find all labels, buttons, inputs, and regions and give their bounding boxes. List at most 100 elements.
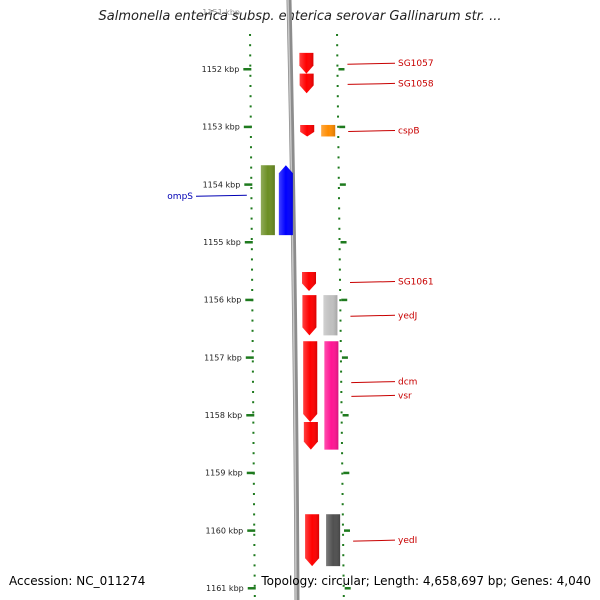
left-rail-dot xyxy=(250,238,253,240)
left-rail-dot xyxy=(249,115,252,118)
left-rail-dot xyxy=(249,136,252,138)
gene-label[interactable]: cspB xyxy=(398,126,420,136)
gene-feature[interactable] xyxy=(302,295,317,336)
left-rail-dot xyxy=(250,156,253,159)
gene-feature[interactable] xyxy=(321,124,336,137)
gene-arrow-shade xyxy=(326,514,341,567)
left-rail-dot xyxy=(252,442,255,444)
right-rail-dot xyxy=(337,115,340,118)
gene-feature[interactable] xyxy=(305,514,320,567)
gene-feature[interactable] xyxy=(303,421,318,450)
left-rail-dot xyxy=(253,503,256,506)
left-rail-dot xyxy=(253,523,256,526)
left-rail-dot xyxy=(251,329,254,332)
gene-feature[interactable] xyxy=(278,165,293,236)
gene-label[interactable]: yedI xyxy=(398,536,417,546)
left-rail-dot xyxy=(252,482,255,485)
major-tick xyxy=(338,68,345,71)
right-rail-dot xyxy=(336,54,339,57)
right-rail-dot xyxy=(339,319,342,322)
gene-label[interactable]: ompS xyxy=(167,192,193,202)
major-tick xyxy=(245,298,254,302)
left-rail-dot xyxy=(251,350,254,353)
gene-label-leader xyxy=(195,194,247,197)
right-rail-dot xyxy=(339,289,342,291)
right-rail-dot xyxy=(340,442,343,444)
scale-tick-label: 1155 kbp xyxy=(203,238,241,247)
gene-feature[interactable] xyxy=(299,52,314,74)
gene-feature[interactable] xyxy=(303,341,318,422)
gene-feature[interactable] xyxy=(302,271,317,292)
right-rail-dot xyxy=(342,554,345,557)
major-tick xyxy=(339,125,346,129)
gene-label-layer: SG1057 SG1058 cspB ompS SG1061 yedJ dcm vsr yedI xyxy=(167,59,434,546)
left-rail-dot xyxy=(250,197,253,200)
gene-arrow-shade xyxy=(300,124,315,137)
right-rail-dot xyxy=(341,482,344,485)
left-rail-dot xyxy=(253,554,256,557)
major-tick xyxy=(243,68,252,71)
major-tick xyxy=(246,414,255,417)
backbone-highlight xyxy=(287,0,297,600)
right-rail-dot xyxy=(340,380,343,383)
gene-label-leader xyxy=(350,314,396,317)
scale-tick-label: 1157 kbp xyxy=(204,353,242,362)
scale-tick-label: 1154 kbp xyxy=(203,180,241,189)
gene-label[interactable]: vsr xyxy=(398,391,412,401)
right-rail-dot xyxy=(339,350,342,353)
right-rail-dot xyxy=(338,278,341,281)
left-rail-dot xyxy=(253,533,256,536)
right-rail-dot xyxy=(341,513,344,516)
right-rail-dot xyxy=(341,462,344,465)
scale-tick-label: 1152 kbp xyxy=(202,65,240,74)
gene-label[interactable]: SG1057 xyxy=(398,59,434,69)
gene-label[interactable]: yedJ xyxy=(398,311,417,321)
right-rail-dot xyxy=(337,176,340,179)
gene-feature[interactable] xyxy=(324,341,339,450)
gene-label-leader xyxy=(353,539,396,542)
scale-tick-label: 1153 kbp xyxy=(202,123,240,132)
left-rail-dot xyxy=(251,340,254,342)
left-rail-dot xyxy=(252,411,255,414)
right-rail-dot xyxy=(339,340,342,342)
right-rail-dot xyxy=(337,166,340,169)
gene-arrow-shade xyxy=(303,421,318,450)
gene-feature[interactable] xyxy=(260,165,275,236)
gene-feature[interactable] xyxy=(300,124,315,137)
gene-feature[interactable] xyxy=(299,73,314,94)
gene-arrow-shade xyxy=(302,271,317,292)
major-tick xyxy=(341,298,348,302)
genome-summary-text: Topology: circular; Length: 4,658,697 bp… xyxy=(261,574,591,588)
right-rail-dot xyxy=(341,452,344,455)
right-rail-dot xyxy=(337,136,340,138)
left-rail-dot xyxy=(251,380,254,383)
gene-arrow-shade xyxy=(305,514,320,567)
left-rail-dot xyxy=(251,268,254,271)
scale-tick-label: 1158 kbp xyxy=(205,411,243,420)
right-rail-dot xyxy=(340,401,343,404)
left-rail-dot xyxy=(250,217,253,220)
gene-label[interactable]: SG1061 xyxy=(398,278,434,288)
gene-label[interactable]: SG1058 xyxy=(398,79,434,89)
left-rail-dot xyxy=(253,544,256,546)
gene-label[interactable]: dcm xyxy=(398,378,417,388)
left-rail-dot xyxy=(253,595,256,597)
left-rail-dot xyxy=(249,64,252,67)
right-rail-dot xyxy=(340,421,343,424)
major-tick xyxy=(247,587,256,590)
left-rail-dot xyxy=(249,146,252,149)
right-rail-dot xyxy=(338,217,341,220)
gene-feature[interactable] xyxy=(326,514,341,567)
gene-label-leader xyxy=(350,281,396,284)
right-rail-dot xyxy=(341,493,344,495)
right-rail-dot xyxy=(336,64,339,67)
major-tick xyxy=(244,183,253,186)
left-rail-dot xyxy=(250,227,253,230)
right-rail-dot xyxy=(341,523,344,526)
right-rail-dot xyxy=(336,44,339,47)
left-rail-dot xyxy=(252,421,255,424)
right-rail-dot xyxy=(340,431,343,434)
gene-arrow-shade xyxy=(302,295,317,336)
gene-feature[interactable] xyxy=(323,295,338,336)
